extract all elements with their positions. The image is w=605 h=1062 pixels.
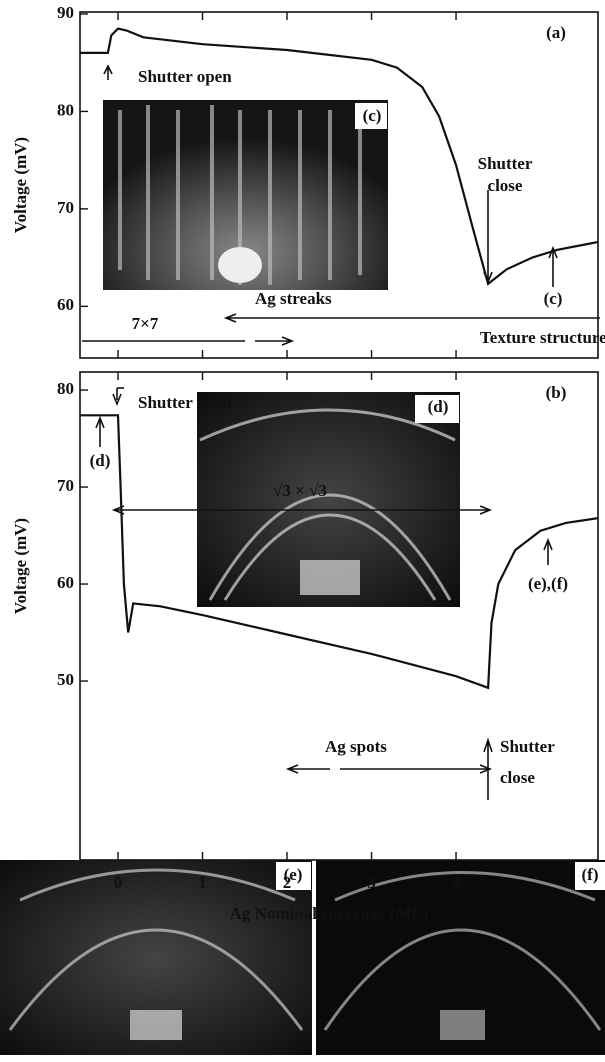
image-f <box>316 860 605 1055</box>
image-label: (e) <box>284 865 303 884</box>
annotation: Ag streaks <box>255 289 332 308</box>
y-tick-label: 60 <box>57 573 74 592</box>
x-tick-label: 0 <box>114 873 123 892</box>
data-line <box>80 27 599 286</box>
y-tick-label: 60 <box>57 295 74 314</box>
x-tick-label: 2 <box>283 873 292 892</box>
annotation: Shutter <box>478 154 533 173</box>
x-tick-label: 3 <box>367 873 376 892</box>
panel-label: (b) <box>546 383 567 402</box>
x-axis-label: Ag Nominal coverage (ML) <box>230 904 429 923</box>
annotation: Shutter <box>500 737 555 756</box>
x-tick-label: 1 <box>198 873 207 892</box>
x-tick-label: 4 <box>452 873 461 892</box>
inset-label: (d) <box>428 397 449 416</box>
annotation: (e),(f) <box>528 574 568 593</box>
y-axis-label: Voltage (mV) <box>11 137 30 233</box>
annotation: (d) <box>90 451 111 470</box>
annotation: close <box>500 768 535 787</box>
annotation: 7×7 <box>132 314 159 333</box>
inset-image-d <box>197 392 460 607</box>
y-tick-label: 70 <box>57 476 74 495</box>
annotation: (c) <box>544 289 563 308</box>
annotation: √3 × √3 <box>273 481 327 500</box>
y-tick-label: 80 <box>57 379 74 398</box>
panel-label: (a) <box>546 23 566 42</box>
y-axis-label: Voltage (mV) <box>11 518 30 614</box>
annotation: Ag spots <box>325 737 387 756</box>
image-e <box>0 860 312 1055</box>
data-line <box>80 414 599 690</box>
plot-frame <box>79 11 599 359</box>
y-tick-label: 80 <box>57 100 74 119</box>
y-tick-label: 50 <box>57 670 74 689</box>
annotation: close <box>488 176 523 195</box>
y-tick-label: 90 <box>57 3 74 22</box>
annotation: Texture structure <box>480 328 605 347</box>
image-label: (f) <box>582 865 599 884</box>
y-tick-label: 70 <box>57 198 74 217</box>
inset-image-c <box>103 100 388 290</box>
annotation: Shutter open <box>138 393 232 412</box>
annotation: Shutter open <box>138 67 232 86</box>
inset-label: (c) <box>363 106 382 125</box>
plot-frame <box>79 371 599 861</box>
